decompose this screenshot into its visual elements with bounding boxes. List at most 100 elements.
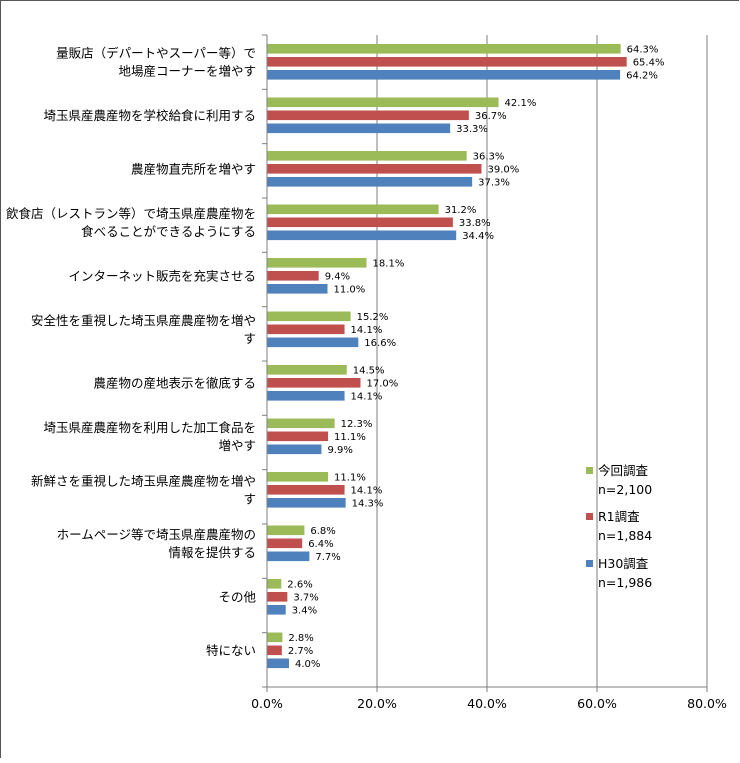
bar [267,164,482,174]
bar-value-label: 6.8% [310,526,335,537]
legend-series-n: n=1,884 [598,528,652,543]
category-label: す [243,491,256,506]
bar [267,258,367,268]
bar [267,431,329,442]
bar-value-label: 64.2% [626,70,658,81]
bar-value-label: 14.3% [352,498,384,509]
bar-value-label: 39.0% [488,164,520,175]
bar [267,418,335,429]
x-tick-label: 0.0% [251,696,283,711]
category-label: 飲食店（レストラン等）で埼玉県産農産物を [6,206,256,221]
bar [267,110,469,121]
bar [267,551,310,562]
bar-value-label: 16.6% [364,338,396,349]
bar [267,123,451,134]
bar [267,271,319,281]
bar [267,579,282,589]
bar-value-label: 31.2% [445,205,477,216]
bar-value-label: 2.7% [288,646,313,657]
bar-value-label: 11.1% [334,432,366,443]
bar-value-label: 11.0% [334,284,366,295]
bar-value-label: 37.3% [478,177,510,188]
bar [267,472,329,482]
x-tick-label: 60.0% [577,696,617,711]
bar [267,324,345,335]
x-tick-label: 20.0% [357,696,397,711]
category-label: 農産物直売所を増やす [131,161,256,176]
bar-value-label: 9.4% [325,271,350,282]
category-label: 地場産コーナーを増やす [118,63,256,78]
category-label: 情報を提供する [168,545,256,560]
bar [267,70,621,80]
category-label: 増やす [218,438,256,453]
category-label: 埼玉県産農産物を学校給食に利用する [43,108,256,123]
bar-value-label: 3.4% [292,605,317,616]
category-label: インターネット販売を充実させる [68,268,256,283]
bar-value-label: 42.1% [505,98,537,109]
bar [267,97,499,108]
bar [267,311,351,322]
category-label: 特にない [206,643,256,658]
bar [267,365,347,375]
bar-value-label: 33.3% [456,124,488,135]
bar [267,592,288,602]
bars [267,44,627,669]
bar-value-label: 14.1% [351,391,383,402]
bar [267,337,359,348]
bar-value-label: 34.4% [462,231,494,242]
bar [267,177,473,187]
bar [267,485,345,495]
bar-value-label: 64.3% [627,44,659,55]
legend-marker [586,467,593,474]
category-label: 量販店（デパートやスーパー等）で [56,45,256,60]
bar-value-label: 4.0% [295,659,320,670]
x-tick-label: 80.0% [687,696,727,711]
bar [267,444,322,455]
bar-value-label: 36.3% [473,151,505,162]
legend-marker [586,560,593,567]
bar-value-label: 17.0% [367,378,399,389]
category-label: 農産物の産地表示を徹底する [93,375,256,390]
bar-value-label: 18.1% [373,258,405,269]
bar [267,230,457,241]
bar-value-label: 2.6% [287,579,312,590]
legend-series-name: H30調査 [598,556,649,571]
bar-value-label: 14.5% [353,365,385,376]
legend-series-n: n=2,100 [598,482,652,497]
x-tick-label: 40.0% [467,696,507,711]
legend-series-name: R1調査 [598,509,640,524]
bar-value-label: 36.7% [475,111,507,122]
bar-value-label: 6.4% [308,539,333,550]
bar-value-label: 14.1% [351,485,383,496]
bar-value-label: 15.2% [357,312,389,323]
bar [267,645,282,656]
bar [267,391,345,401]
legend-series-name: 今回調査 [598,463,649,478]
axes [262,34,708,692]
category-labels: 量販店（デパートやスーパー等）で地場産コーナーを増やす埼玉県産農産物を学校給食に… [6,45,257,658]
bar [267,632,283,643]
x-tick-labels: 0.0% 20.0% 40.0% 60.0% 80.0% [251,696,727,711]
bar [267,284,328,294]
bar-value-label: 33.8% [459,218,491,229]
bar-value-label: 3.7% [293,592,318,603]
legend-series-n: n=1,986 [598,575,652,590]
bar-value-label: 65.4% [633,57,665,68]
bar [267,538,303,549]
category-label: ホームページ等で埼玉県産農産物の [57,527,256,542]
category-label: 埼玉県産農産物を利用した加工食品を [43,420,256,435]
bar [267,378,361,388]
bar [267,605,286,615]
bar [267,525,305,536]
category-label: その他 [218,589,256,604]
legend: 今回調査 n=2,100 R1調査 n=1,884 H30調査 n=1,986 [586,463,652,590]
category-label: す [243,331,256,346]
bar [267,658,289,669]
bar [267,204,439,215]
bar [267,217,453,228]
bar-value-label: 14.1% [351,325,383,336]
bar-value-labels: 64.3% 65.4% 64.2% 42.1% 36.7% 33.3% 36.3% 39.0%… [287,44,665,670]
category-label: 新鮮さを重視した埼玉県産農産物を増や [31,473,256,488]
bar-value-label: 2.8% [288,633,313,644]
